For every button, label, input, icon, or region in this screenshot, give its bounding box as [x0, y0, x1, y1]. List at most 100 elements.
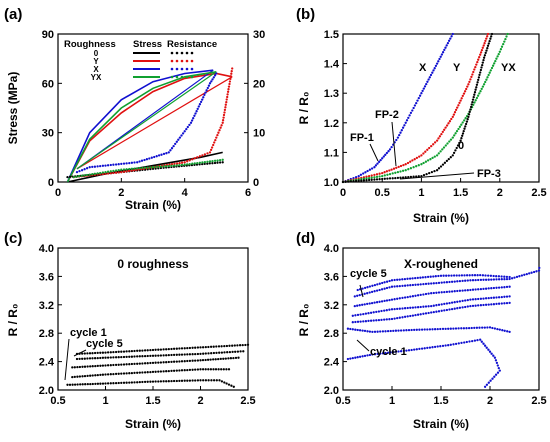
data-point	[388, 318, 391, 321]
data-point	[193, 157, 196, 160]
data-point	[78, 375, 82, 378]
data-point	[422, 161, 425, 165]
data-point	[482, 44, 485, 47]
data-point	[130, 349, 134, 353]
data-point	[473, 326, 476, 330]
data-point	[178, 379, 181, 383]
data-point	[219, 126, 222, 129]
data-point	[246, 343, 250, 346]
data-point	[194, 346, 197, 349]
data-point	[408, 277, 412, 280]
data-point	[198, 161, 202, 164]
data-point	[154, 167, 157, 170]
data-point	[138, 380, 141, 384]
data-point	[93, 357, 97, 360]
data-point	[104, 170, 107, 174]
data-point	[457, 327, 460, 330]
data-point	[232, 385, 235, 388]
data-point	[368, 330, 372, 333]
data-point	[122, 381, 126, 384]
data-point	[433, 141, 437, 144]
data-point	[397, 165, 400, 169]
data-point	[226, 90, 230, 93]
data-point	[474, 288, 477, 291]
data-point	[489, 37, 492, 40]
data-point	[206, 160, 209, 163]
data-point	[217, 131, 220, 134]
data-point	[178, 161, 181, 165]
data-point	[482, 56, 486, 59]
data-point	[167, 369, 170, 373]
data-point	[385, 170, 389, 173]
data-point	[457, 342, 460, 345]
data-point	[500, 275, 503, 278]
data-point	[138, 355, 141, 358]
data-point	[165, 152, 168, 155]
data-point	[392, 329, 395, 333]
y-tick-label: 0	[48, 177, 54, 189]
data-point	[383, 281, 386, 284]
panel-d-xlabel: Strain (%)	[413, 417, 469, 431]
data-point	[180, 353, 184, 356]
data-point	[130, 362, 134, 366]
annotation-fp-1: FP-1	[350, 132, 374, 144]
data-point	[452, 113, 456, 116]
data-point	[370, 167, 374, 170]
data-point	[445, 124, 449, 127]
data-point	[401, 316, 404, 319]
data-point	[162, 354, 165, 357]
data-point	[99, 356, 102, 360]
data-point	[101, 382, 105, 385]
data-point	[409, 314, 412, 318]
data-point	[381, 157, 384, 160]
data-point	[356, 313, 360, 317]
data-point	[388, 172, 392, 176]
data-point	[407, 168, 410, 171]
data-point	[378, 175, 381, 178]
data-point	[497, 302, 501, 305]
legend-row-x: X	[93, 65, 99, 74]
data-point	[395, 166, 398, 169]
data-point	[479, 51, 483, 54]
data-point	[141, 380, 144, 384]
data-point	[439, 274, 443, 277]
data-point	[406, 161, 410, 165]
data-point	[424, 282, 428, 286]
data-point	[363, 286, 367, 290]
data-point	[220, 380, 224, 383]
data-point	[354, 314, 357, 317]
panel-c-ylabel: R / R₀	[6, 304, 20, 337]
data-point	[188, 359, 192, 363]
data-point	[366, 354, 369, 357]
data-point	[358, 293, 361, 297]
y-tick-label: 2.8	[324, 328, 339, 340]
data-point	[71, 375, 74, 379]
data-point	[480, 66, 483, 69]
data-point	[378, 300, 381, 303]
data-point	[231, 350, 234, 354]
data-point	[117, 163, 120, 166]
data-point	[159, 370, 163, 373]
data-point	[393, 285, 396, 288]
data-point	[456, 106, 459, 109]
data-point	[210, 352, 213, 355]
data-point	[151, 354, 155, 357]
data-point	[477, 58, 480, 61]
y2-tick-label: 30	[253, 29, 265, 41]
data-point	[496, 371, 500, 374]
data-point	[143, 354, 147, 358]
data-point	[178, 360, 181, 363]
data-point	[151, 348, 155, 352]
data-point	[91, 352, 94, 355]
data-point	[430, 170, 434, 174]
data-point	[101, 172, 105, 176]
data-point	[413, 158, 416, 161]
panel-b-label: (b)	[296, 6, 315, 23]
data-point	[167, 151, 170, 154]
data-point	[434, 275, 437, 278]
y-tick-label: 2.0	[39, 385, 54, 397]
data-point	[412, 166, 415, 169]
data-point	[460, 123, 463, 126]
data-point	[464, 279, 467, 282]
data-point	[236, 344, 239, 347]
